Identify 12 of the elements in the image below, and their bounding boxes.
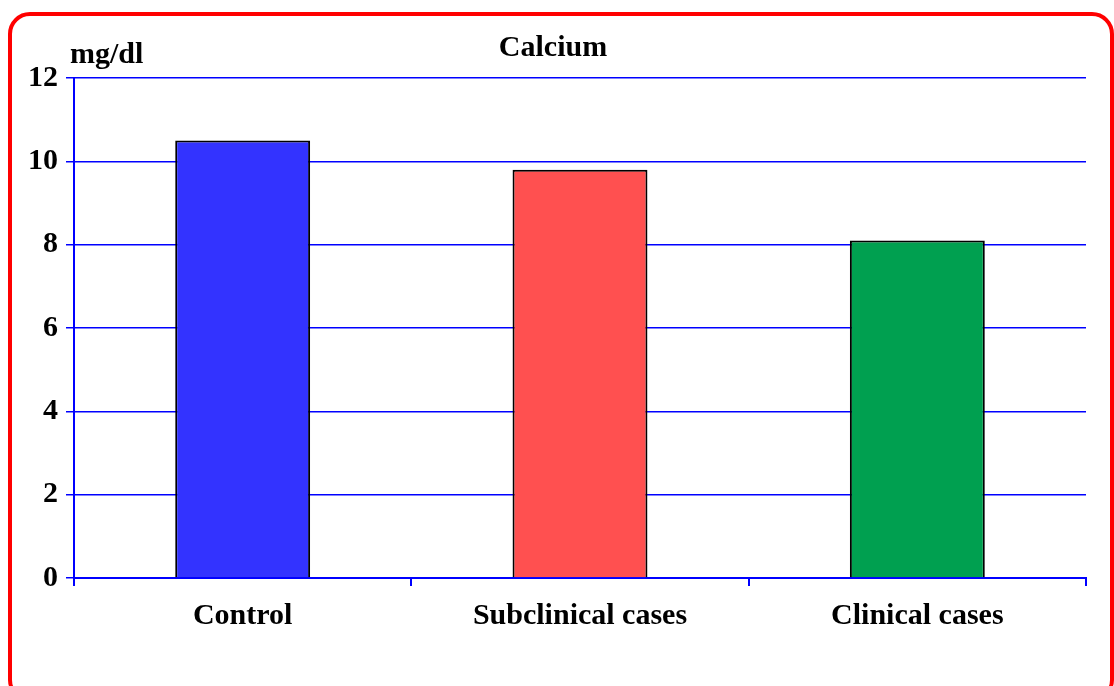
x-tick-label: Control: [192, 596, 293, 630]
y-tick-label: 2: [43, 475, 58, 509]
y-tick-label: 8: [43, 225, 58, 259]
y-tick-label: 0: [43, 558, 58, 592]
y-tick-label: 4: [43, 392, 58, 426]
x-tick-label: Subclinical cases: [472, 596, 688, 630]
y-tick-label: 6: [43, 308, 58, 342]
x-tick-label: Clinical cases: [831, 596, 1004, 630]
y-tick-label: 12: [28, 58, 58, 92]
y-tick-label: 10: [28, 142, 58, 176]
y-axis-title: mg/dl: [70, 36, 144, 70]
chart-title: Calcium: [498, 28, 608, 62]
